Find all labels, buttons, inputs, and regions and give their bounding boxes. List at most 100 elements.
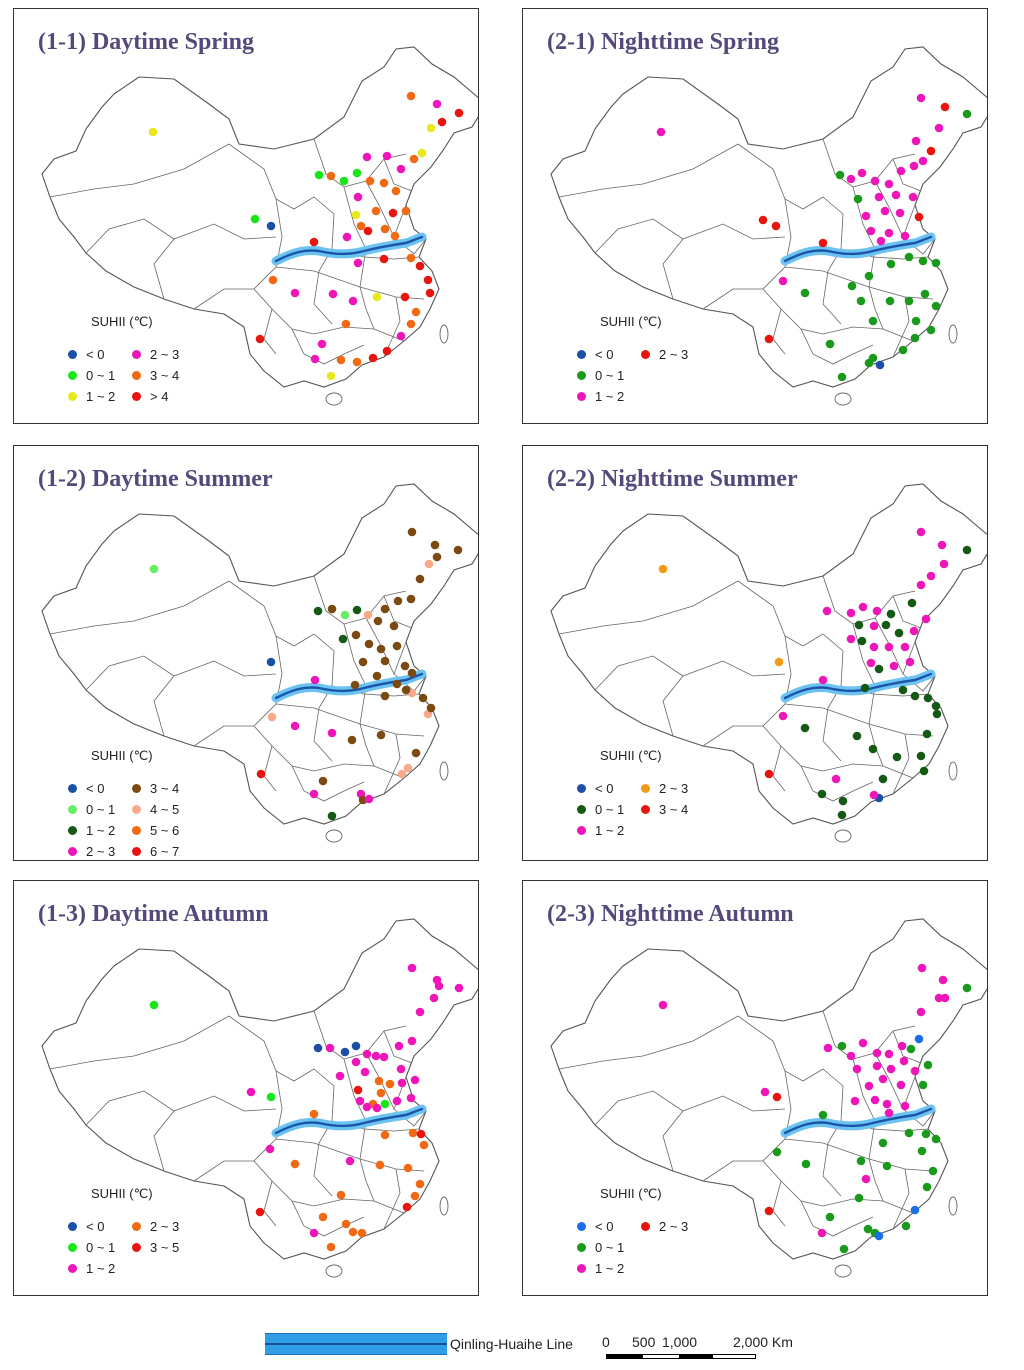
- city-suhii-point: [255, 1207, 265, 1217]
- legend-item: 0 ~ 1: [68, 368, 115, 383]
- island-outline: [834, 829, 852, 843]
- qinling-huaihe-line-swatch: [265, 1333, 447, 1355]
- legend-item: 1 ~ 2: [68, 389, 115, 404]
- city-suhii-point: [391, 186, 401, 196]
- island-outline: [948, 324, 958, 344]
- city-suhii-point: [348, 296, 358, 306]
- city-suhii-point: [426, 703, 436, 713]
- china-map: [41, 46, 478, 406]
- legend-swatch: [577, 805, 586, 814]
- legend-item: 3 ~ 5: [132, 1240, 179, 1255]
- city-suhii-point: [372, 671, 382, 681]
- legend-title: SUHII (℃): [600, 748, 662, 763]
- city-suhii-point: [884, 642, 894, 652]
- legend-swatch: [641, 350, 650, 359]
- legend-label: 2 ~ 3: [150, 1219, 180, 1234]
- province-boundary: [85, 655, 175, 691]
- province-boundary: [383, 1030, 413, 1064]
- legend-label: 6 ~ 7: [150, 844, 180, 859]
- city-suhii-point: [385, 1079, 395, 1089]
- legend-item: > 4: [132, 389, 168, 404]
- city-suhii-point: [266, 657, 276, 667]
- legend-swatch: [132, 784, 141, 793]
- city-suhii-point: [852, 1064, 862, 1074]
- legend-swatch: [132, 1222, 141, 1231]
- city-suhii-point: [837, 810, 847, 820]
- city-suhii-point: [327, 604, 337, 614]
- panel-title: (1-3) Daytime Autumn: [38, 901, 269, 927]
- legend-swatch: [577, 784, 586, 793]
- legend-item: 5 ~ 6: [132, 823, 179, 838]
- city-suhii-point: [388, 208, 398, 218]
- province-boundary: [594, 218, 684, 254]
- city-suhii-point: [406, 91, 416, 101]
- city-suhii-point: [874, 664, 884, 674]
- city-suhii-point: [907, 598, 917, 608]
- city-suhii-point: [837, 1041, 847, 1051]
- city-suhii-point: [874, 1231, 884, 1241]
- city-suhii-point: [350, 680, 360, 690]
- city-suhii-point: [318, 776, 328, 786]
- legend-label: 3 ~ 4: [659, 802, 689, 817]
- city-suhii-point: [884, 1108, 894, 1118]
- city-suhii-point: [911, 316, 921, 326]
- city-suhii-point: [410, 1075, 420, 1085]
- city-suhii-point: [825, 339, 835, 349]
- city-suhii-point: [429, 993, 439, 1003]
- city-suhii-point: [411, 748, 421, 758]
- city-suhii-point: [817, 789, 827, 799]
- city-suhii-point: [340, 1047, 350, 1057]
- legend-label: 1 ~ 2: [86, 389, 116, 404]
- city-suhii-point: [379, 178, 389, 188]
- city-suhii-point: [800, 288, 810, 298]
- legend-swatch: [641, 805, 650, 814]
- city-suhii-point: [246, 1087, 256, 1097]
- province-boundary: [772, 745, 786, 792]
- city-suhii-point: [266, 1092, 276, 1102]
- china-map: [550, 46, 987, 406]
- island-outline: [439, 1196, 449, 1216]
- province-boundary: [193, 288, 254, 310]
- city-suhii-point: [905, 657, 915, 667]
- province-boundary: [313, 1175, 333, 1197]
- city-suhii-point: [415, 1179, 425, 1189]
- province-boundary: [359, 286, 375, 330]
- province-boundary: [359, 1158, 375, 1202]
- city-suhii-point: [882, 1099, 892, 1109]
- province-boundary: [343, 186, 367, 288]
- city-suhii-point: [837, 372, 847, 382]
- city-suhii-point: [347, 735, 357, 745]
- city-suhii-point: [406, 1093, 416, 1103]
- province-boundary: [343, 623, 367, 725]
- legend-title: SUHII (℃): [600, 1186, 662, 1201]
- city-suhii-point: [914, 212, 924, 222]
- city-suhii-point: [351, 1041, 361, 1051]
- province-boundary: [313, 740, 333, 762]
- city-suhii-point: [869, 621, 879, 631]
- city-suhii-point: [356, 221, 366, 231]
- city-suhii-point: [896, 1080, 906, 1090]
- province-boundary: [594, 655, 684, 691]
- legend-item: 6 ~ 7: [132, 844, 179, 859]
- island-outline: [834, 1264, 852, 1278]
- province-boundary: [383, 595, 413, 629]
- legend-label: 1 ~ 2: [595, 1261, 625, 1276]
- city-suhii-point: [415, 574, 425, 584]
- city-suhii-point: [872, 606, 882, 616]
- city-suhii-point: [878, 1138, 888, 1148]
- province-boundary: [892, 1030, 922, 1064]
- city-suhii-point: [266, 221, 276, 231]
- city-suhii-point: [401, 685, 411, 695]
- city-suhii-point: [407, 527, 417, 537]
- city-suhii-point: [910, 691, 920, 701]
- province-boundary: [85, 1090, 175, 1126]
- city-suhii-point: [904, 252, 914, 262]
- city-suhii-point: [823, 1043, 833, 1053]
- legend-swatch: [68, 1264, 77, 1273]
- legend-item: 3 ~ 4: [641, 802, 688, 817]
- city-suhii-point: [351, 1057, 361, 1067]
- city-suhii-point: [899, 1056, 909, 1066]
- legend-swatch: [132, 371, 141, 380]
- legend-item: 1 ~ 2: [577, 1261, 624, 1276]
- city-suhii-point: [850, 1096, 860, 1106]
